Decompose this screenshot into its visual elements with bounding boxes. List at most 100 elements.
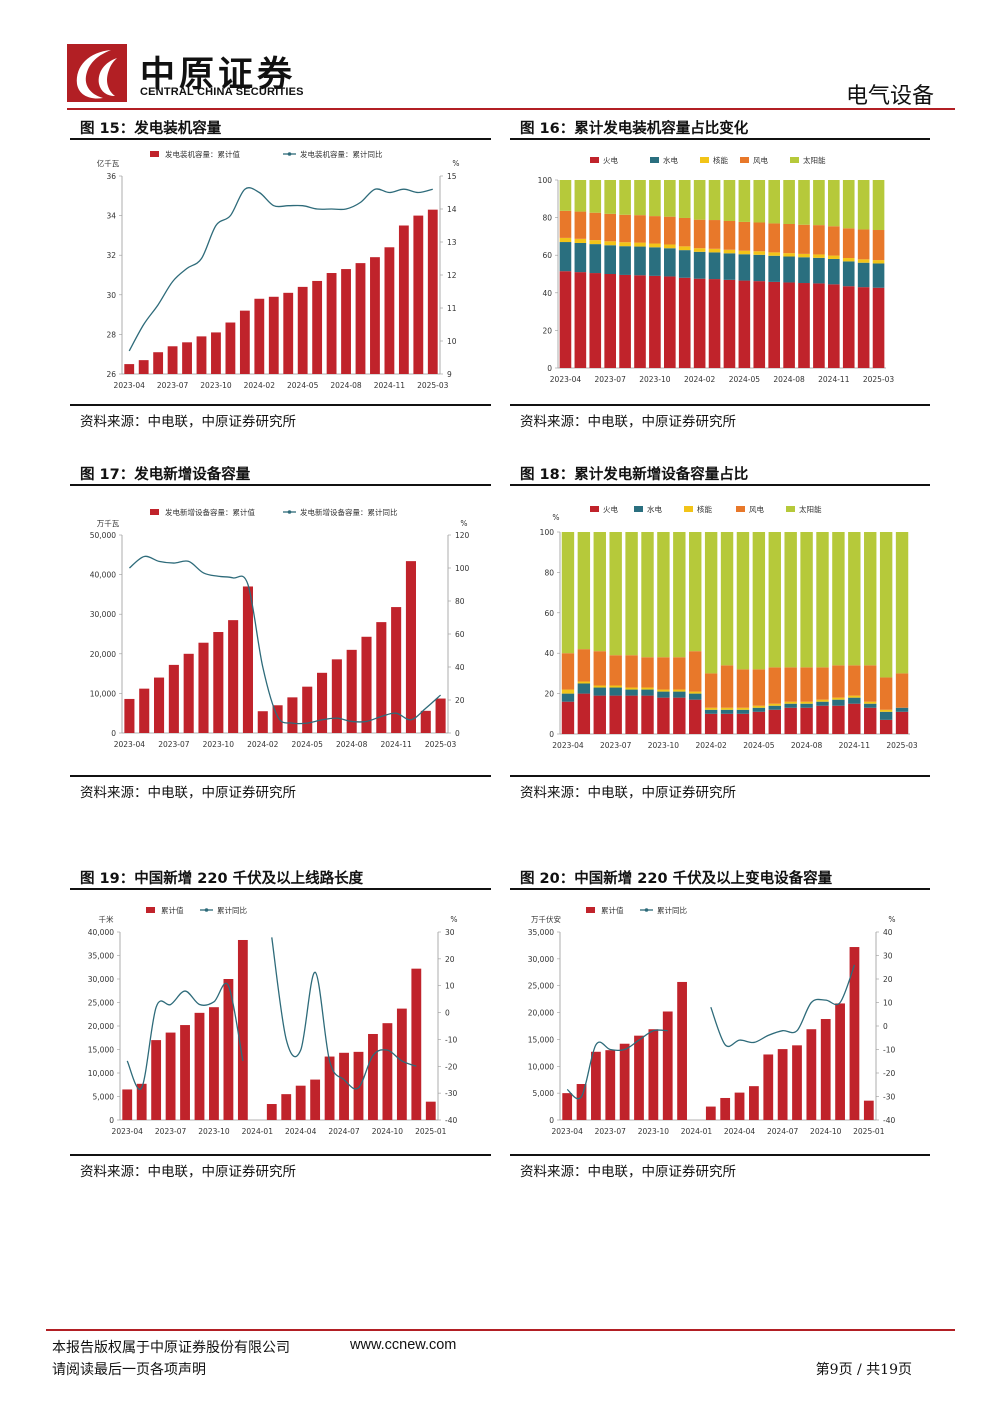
figure-16-source: 资料来源：中电联，中原证券研究所 [520, 414, 736, 430]
bar-2025-01 [413, 215, 424, 374]
y-left-tick-label: 15,000 [528, 1035, 554, 1044]
bar-2024-12 [849, 947, 860, 1120]
section-title: 电气设备 [845, 84, 934, 109]
y-right-tick-label: 10 [445, 982, 455, 991]
bar-segment-2025-01 [879, 532, 893, 678]
bar-2024-11 [391, 607, 402, 733]
bar-segment-2024-03 [708, 180, 721, 221]
bar-segment-2024-12 [842, 286, 855, 368]
bar-segment-2023-10 [649, 247, 661, 276]
y-right-tick-label: -30 [883, 1093, 895, 1102]
bar-2023-12 [242, 586, 253, 733]
bar-segment-2024-08 [783, 282, 795, 368]
bar-segment-2024-10 [832, 665, 845, 698]
bar-segment-2025-03 [872, 287, 885, 368]
y-left-tick-label: 30,000 [90, 610, 116, 619]
bar-segment-2024-10 [832, 699, 845, 706]
legend-swatch [736, 506, 745, 512]
bar-2023-05 [136, 1083, 147, 1120]
bar-2023-11 [662, 1011, 673, 1120]
bar-segment-2025-01 [857, 262, 870, 288]
x-tick-label: 2024-05 [729, 375, 761, 384]
figure-18-chart-svg: 0 20 40 60 80 100% 2023-04 2023-07 2023-10 2024-0… [540, 504, 918, 750]
bar-2024-03 [268, 296, 279, 374]
bar-segment-2024-02 [704, 532, 718, 674]
bar-segment-2024-07 [784, 667, 797, 702]
legend-swatch [590, 506, 599, 512]
y-tick-label: 40 [544, 649, 554, 658]
y-right-unit: % [452, 159, 459, 168]
bar-2024-06 [312, 280, 323, 374]
footer-copyright: 本报告版权属于中原证券股份有限公司 [52, 1340, 290, 1356]
figure-16-top-rule [510, 138, 930, 140]
x-tick-label: 2024-04 [724, 1127, 756, 1136]
bar-segment-2023-08 [625, 689, 638, 696]
bar-2024-08 [353, 1051, 364, 1120]
bar-segment-2024-04 [723, 249, 736, 254]
bar-segment-2024-09 [816, 667, 829, 700]
series-line-yoy [128, 187, 433, 352]
y-left-tick-label: 5,000 [533, 1089, 555, 1098]
bar-2025-03 [435, 698, 446, 733]
bar-segment-2024-08 [800, 701, 813, 704]
bar-segment-2023-09 [634, 242, 646, 247]
logo-chinese-name: 中原证券 [140, 54, 297, 95]
y-right-tick-label: 30 [445, 928, 455, 937]
bar-2023-05 [139, 688, 150, 733]
bar-2023-06 [591, 1051, 601, 1120]
bar-2024-07 [777, 1049, 788, 1120]
legend-label: 风电 [753, 155, 768, 165]
bar-segment-2024-03 [708, 252, 721, 280]
bar-2023-09 [634, 1035, 644, 1120]
y-left-tick-label: 28 [106, 330, 116, 339]
bar-2023-08 [182, 342, 192, 374]
x-tick-label: 2024-02 [247, 740, 279, 749]
figure-17-chart-svg: 0 10,000 20,000 30,000 40,000 50,000 0 20 40 60 80… [90, 507, 470, 749]
bar-segment-2024-12 [864, 703, 877, 708]
bar-2024-11 [384, 247, 395, 374]
bar-2023-05 [576, 1084, 587, 1120]
y-left-tick-label: 25,000 [88, 999, 114, 1008]
bar-segment-2023-07 [609, 532, 622, 656]
footer-url-link[interactable]: www.ccnew.com [350, 1337, 457, 1353]
y-left-tick-label: 26 [106, 370, 116, 379]
y-right-tick-label: 10 [447, 337, 457, 346]
bar-2023-06 [154, 677, 165, 733]
x-tick-label: 2023-07 [155, 1127, 187, 1136]
y-left-tick-label: 20,000 [90, 650, 116, 659]
figure-15-chart-svg: 26 28 30 32 34 36 9 10 11 12 13 14 15 亿千瓦 % 2023-04 2023… [97, 149, 460, 390]
y-tick-label: 100 [540, 528, 555, 537]
y-tick-label: 20 [544, 690, 554, 699]
x-tick-label: 2024-08 [791, 741, 823, 750]
bar-2024-02 [705, 1106, 716, 1120]
bar-segment-2024-05 [752, 532, 766, 670]
bar-segment-2024-04 [736, 713, 750, 734]
y-left-tick-label: 10,000 [90, 689, 116, 698]
x-tick-label: 2024-02 [244, 381, 276, 390]
y-right-tick-label: -20 [445, 1062, 457, 1071]
bar-segment-2024-05 [738, 280, 751, 368]
legend-label: 核能 [697, 504, 712, 514]
figure-15-title: 图 15：发电装机容量 [80, 121, 222, 137]
figure-20-bottom-rule [510, 1154, 930, 1156]
y-right-tick-label: 100 [455, 564, 470, 573]
figure-19-chart: 0 5,000 10,000 15,000 20,000 25,000 30,000 35,0… [70, 892, 491, 1150]
bar-segment-2024-05 [752, 707, 766, 712]
bar-2025-01 [863, 1100, 874, 1120]
bar-2024-05 [302, 686, 313, 733]
bar-segment-2023-08 [619, 180, 631, 215]
bar-2024-12 [398, 225, 409, 374]
x-tick-label: 2024-04 [285, 1127, 317, 1136]
bar-segment-2023-11 [673, 657, 686, 690]
bar-segment-2023-12 [689, 532, 702, 652]
bar-segment-2024-03 [708, 248, 721, 253]
y-right-unit: % [460, 519, 467, 528]
bar-2023-11 [228, 620, 239, 733]
bar-2023-09 [198, 642, 209, 733]
y-unit: % [552, 513, 559, 522]
bar-2023-07 [165, 1032, 176, 1120]
bar-segment-2024-10 [832, 705, 845, 734]
y-left-tick-label: 10,000 [528, 1062, 554, 1071]
legend-swatch [684, 506, 693, 512]
x-tick-label: 2024-08 [336, 740, 368, 749]
